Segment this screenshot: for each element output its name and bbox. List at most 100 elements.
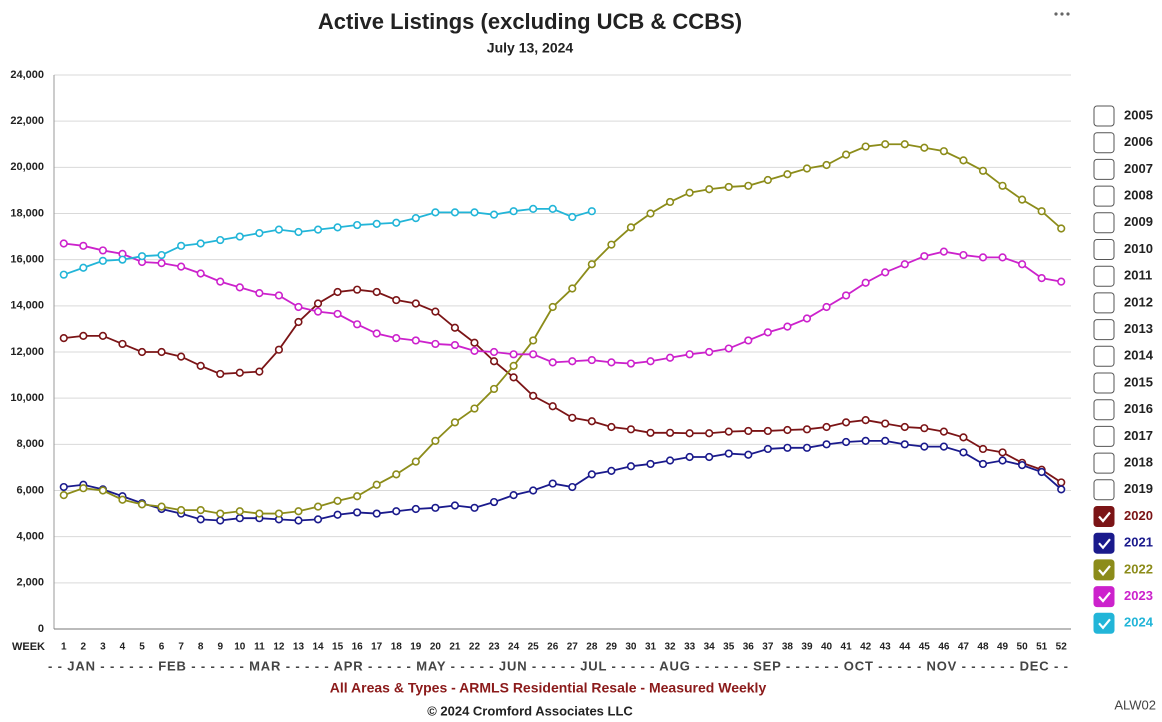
legend-checkbox[interactable] [1093, 586, 1115, 608]
legend-item[interactable]: 2005 [1093, 105, 1153, 127]
legend-item[interactable]: 2007 [1093, 158, 1153, 180]
legend-item[interactable]: 2019 [1093, 479, 1153, 501]
data-point [685, 350, 694, 359]
legend-item[interactable]: 2013 [1093, 319, 1153, 341]
data-point [509, 207, 518, 216]
x-tick-label: 46 [938, 642, 950, 653]
legend-item[interactable]: 2017 [1093, 425, 1153, 447]
y-tick-label: 20,000 [10, 161, 44, 173]
legend-item[interactable]: 2021 [1093, 532, 1153, 554]
legend-checkbox[interactable] [1093, 319, 1115, 341]
data-point [313, 502, 323, 511]
legend-item[interactable]: 2006 [1093, 132, 1153, 154]
legend-label: 2008 [1124, 188, 1153, 203]
data-point [959, 448, 968, 457]
data-point [665, 353, 675, 362]
legend-item[interactable]: 2023 [1093, 586, 1153, 608]
legend-checkbox[interactable] [1093, 425, 1115, 447]
legend-item[interactable]: 2018 [1093, 452, 1153, 474]
data-point [79, 241, 88, 250]
data-point [313, 307, 323, 316]
data-point [255, 289, 264, 298]
data-point [1037, 274, 1046, 283]
data-point [822, 440, 831, 449]
x-tick-label: 38 [782, 642, 794, 653]
data-point [59, 239, 68, 248]
data-point [274, 509, 284, 518]
data-point [59, 491, 68, 500]
legend-item[interactable]: 2010 [1093, 239, 1153, 260]
data-point [724, 449, 733, 458]
x-tick-label: 39 [801, 642, 813, 653]
legend-label: 2011 [1124, 268, 1152, 283]
x-tick-label: 50 [1017, 642, 1029, 653]
legend-label: 2007 [1124, 161, 1153, 176]
series-line [63, 288, 1062, 484]
data-point [333, 287, 342, 297]
legend-checkbox[interactable] [1093, 212, 1115, 234]
legend-checkbox[interactable] [1093, 265, 1115, 287]
legend-item[interactable]: 2014 [1093, 345, 1154, 367]
legend-item[interactable]: 2020 [1093, 506, 1153, 527]
data-point [392, 507, 401, 516]
legend-checkbox[interactable] [1093, 292, 1115, 314]
data-point [431, 339, 440, 349]
legend-label: 2019 [1124, 481, 1153, 496]
data-point [568, 212, 577, 222]
y-tick-label: 6,000 [16, 484, 44, 496]
legend-checkbox[interactable] [1093, 185, 1115, 207]
legend-label: 2017 [1124, 428, 1153, 443]
menu-icon[interactable] [1054, 12, 1070, 16]
legend-checkbox[interactable] [1093, 452, 1115, 474]
data-point [822, 302, 831, 312]
legend-item[interactable]: 2011 [1093, 265, 1152, 287]
x-tick-label: 42 [860, 642, 872, 653]
data-point [548, 402, 557, 411]
legend-item[interactable]: 2022 [1093, 559, 1153, 581]
y-tick-label: 0 [38, 623, 44, 635]
legend-checkbox[interactable] [1093, 158, 1115, 180]
data-point [1057, 277, 1066, 286]
data-point [646, 209, 655, 218]
data-point [489, 347, 499, 357]
data-point [392, 334, 401, 343]
legend-checkbox[interactable] [1093, 239, 1115, 260]
check-mark [1098, 618, 1111, 630]
legend-checkbox[interactable] [1093, 479, 1115, 501]
data-point [118, 255, 127, 264]
data-point [157, 502, 166, 511]
y-tick-label: 24,000 [10, 69, 44, 81]
x-tick-label: 19 [410, 642, 422, 653]
x-tick-label: 45 [919, 642, 931, 653]
legend-checkbox[interactable] [1093, 559, 1115, 581]
legend-checkbox[interactable] [1093, 612, 1115, 634]
legend-checkbox[interactable] [1093, 132, 1115, 154]
legend-checkbox[interactable] [1093, 532, 1115, 554]
legend-checkbox[interactable] [1093, 105, 1115, 127]
data-point [157, 250, 166, 260]
data-point [431, 307, 440, 316]
legend-label: 2020 [1124, 508, 1153, 523]
data-point [783, 443, 792, 452]
legend-item[interactable]: 2008 [1093, 185, 1153, 207]
x-tick-label: 14 [312, 642, 324, 653]
data-point [705, 452, 714, 462]
legend-item[interactable]: 2024 [1093, 612, 1154, 634]
check-mark [1098, 538, 1111, 550]
x-tick-label: 4 [120, 642, 126, 653]
data-point [411, 336, 420, 345]
data-point [431, 503, 440, 512]
legend-item[interactable]: 2015 [1093, 372, 1153, 394]
legend-checkbox[interactable] [1093, 345, 1115, 367]
legend-checkbox[interactable] [1093, 372, 1115, 394]
legend-item[interactable]: 2009 [1093, 212, 1153, 234]
data-point [118, 339, 127, 349]
legend-item[interactable]: 2016 [1093, 399, 1153, 421]
data-point [98, 486, 107, 495]
data-point [79, 263, 88, 272]
legend-checkbox[interactable] [1093, 506, 1115, 527]
legend-checkbox[interactable] [1093, 399, 1115, 421]
legend-item[interactable]: 2012 [1093, 292, 1153, 314]
data-point [294, 227, 303, 237]
data-point [489, 497, 499, 507]
